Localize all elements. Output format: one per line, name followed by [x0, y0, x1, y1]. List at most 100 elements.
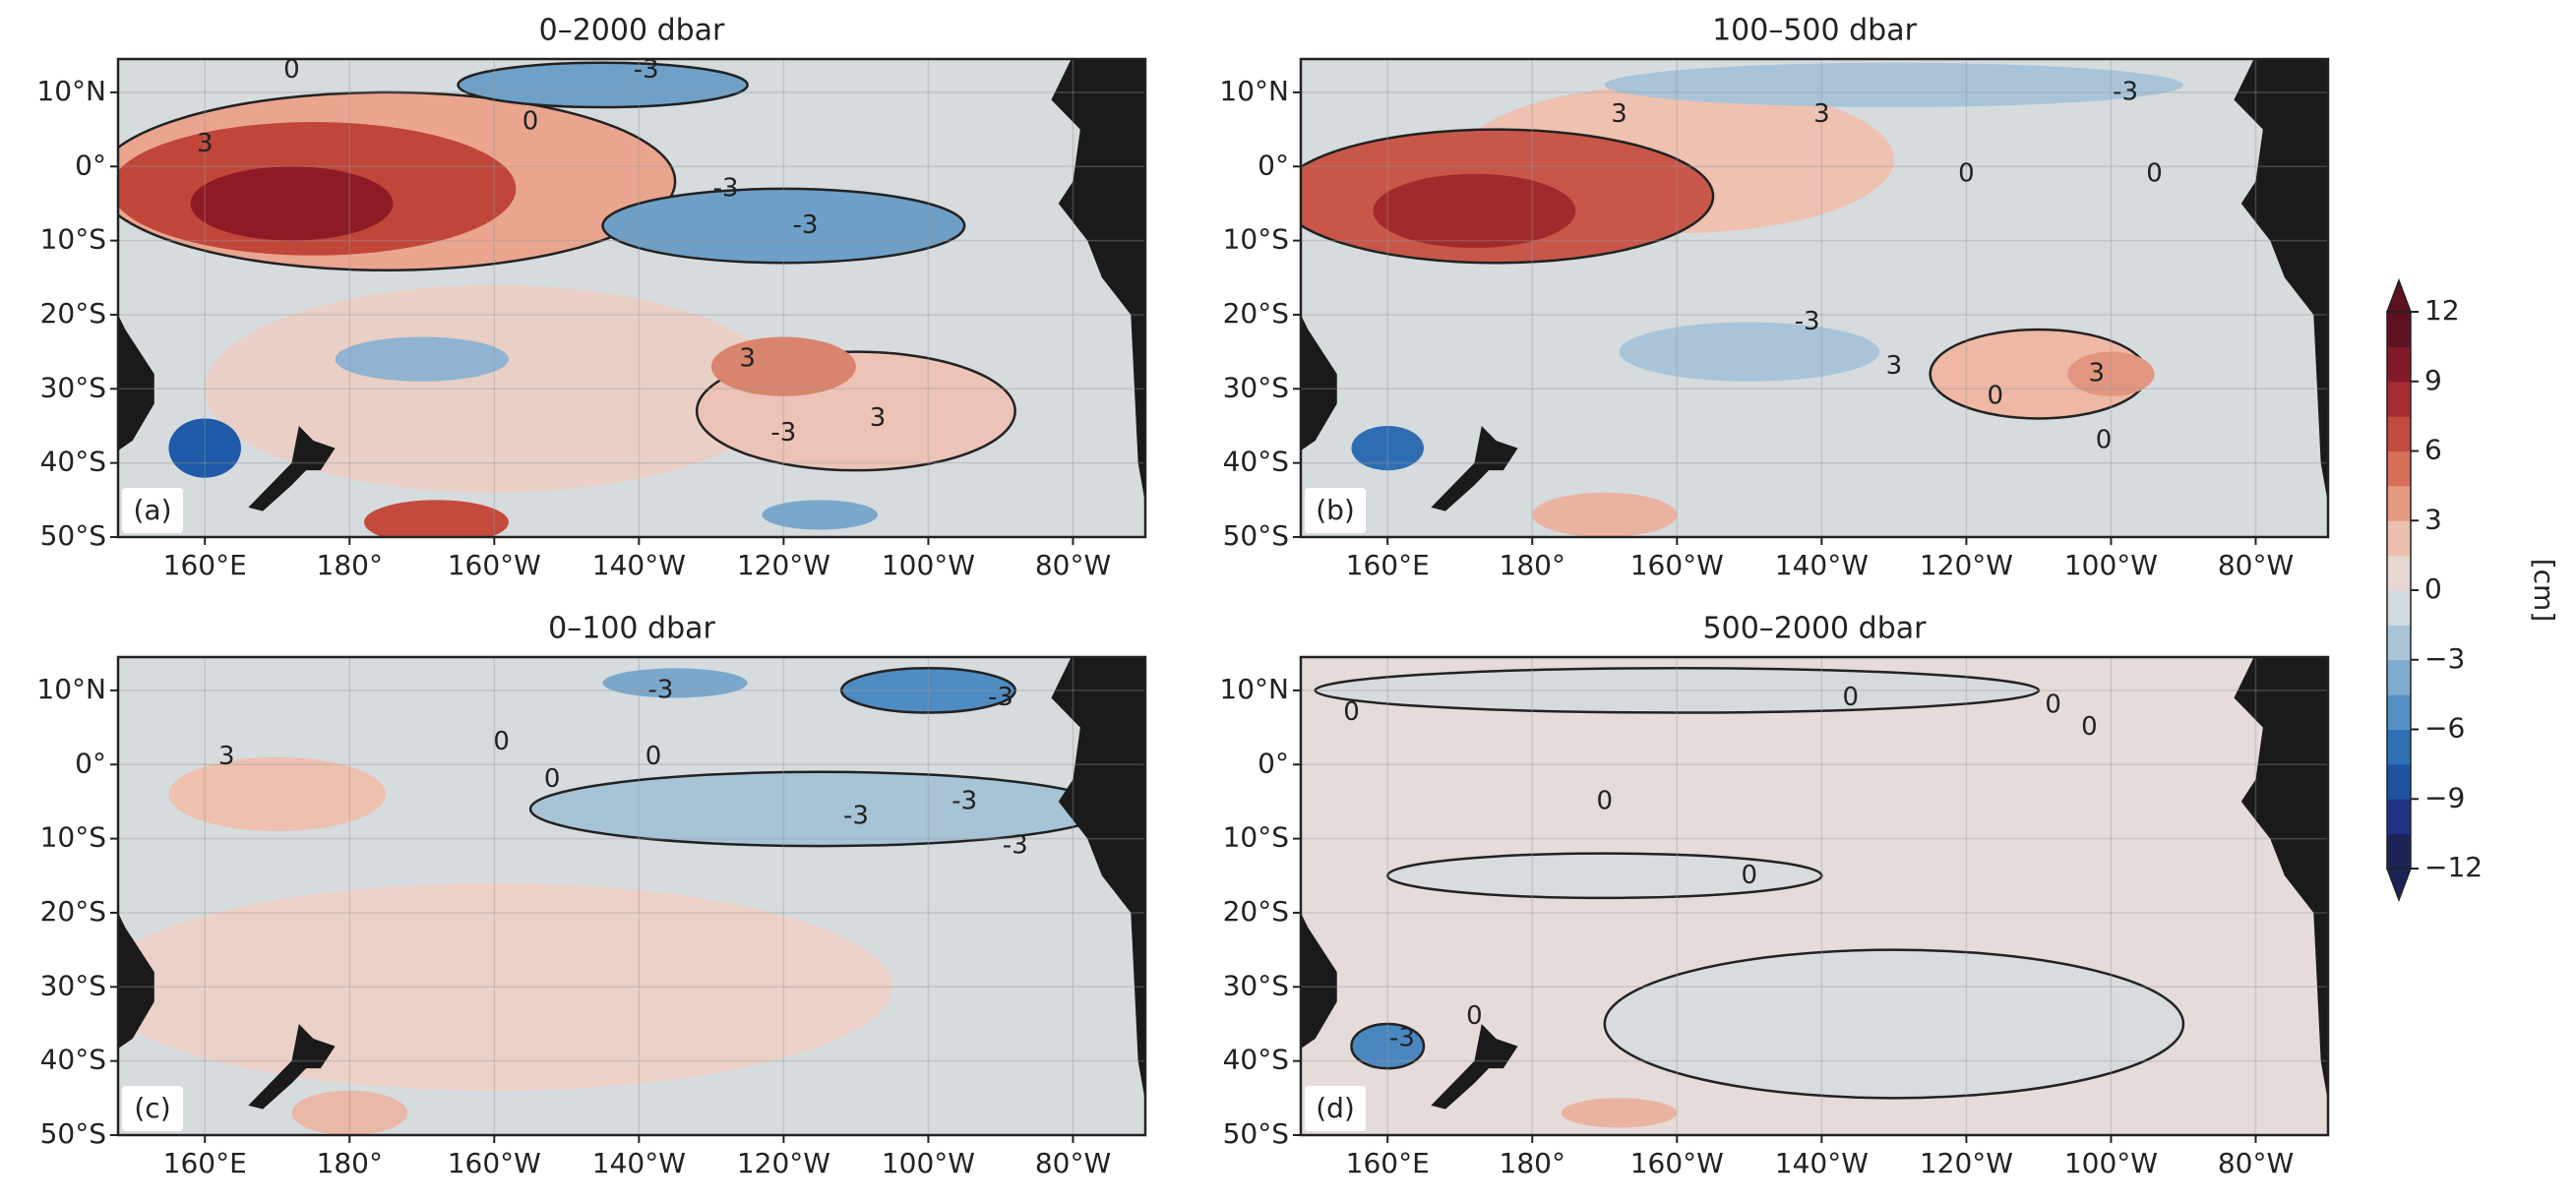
land: [118, 314, 154, 451]
x-tick-label: 120°W: [737, 549, 830, 581]
panel-title: 0–2000 dbar: [539, 14, 725, 48]
land: [1301, 912, 1337, 1050]
panel-title: 500–2000 dbar: [1703, 612, 1928, 646]
y-tick-label: 30°S: [40, 969, 106, 1001]
contour-label: 3: [1611, 99, 1627, 129]
y-tick-label: 0°: [75, 149, 106, 181]
contour-label: 3: [870, 403, 887, 433]
panel-label: (b): [1316, 494, 1355, 526]
y-tick-label: 0°: [1257, 747, 1289, 779]
x-tick-label: 80°W: [2218, 1147, 2294, 1179]
contour-label: 3: [197, 129, 214, 158]
contour-label: 3: [739, 344, 756, 374]
contour-label: 3: [2088, 359, 2105, 389]
map-panel: [1301, 657, 2328, 1135]
panel-title: 0–100 dbar: [548, 612, 715, 646]
panel-label-box: [122, 1086, 183, 1131]
field-anomaly: [291, 1090, 408, 1135]
field-anomaly: [457, 61, 749, 109]
colorbar-tick-label: 9: [2424, 364, 2442, 396]
land: [1051, 657, 1145, 1103]
field-anomaly: [1603, 948, 2185, 1100]
contour-label: 0: [2146, 158, 2163, 188]
x-tick-label: 140°W: [1775, 1147, 1869, 1179]
y-tick-label: 40°S: [40, 1044, 106, 1076]
contour-label: -3: [951, 786, 977, 815]
contour-label: 0: [283, 55, 300, 85]
colorbar-tick-label: 0: [2424, 572, 2442, 605]
x-tick-label: 100°W: [2064, 1147, 2158, 1179]
x-tick-label: 100°W: [882, 549, 975, 581]
map-panel: [1301, 59, 2328, 537]
x-tick-label: 100°W: [2064, 549, 2158, 581]
x-tick-label: 140°W: [1775, 549, 1869, 581]
panel-label: (a): [133, 494, 171, 526]
x-tick-label: 80°W: [2218, 549, 2294, 581]
colorbar-tick-label: −9: [2424, 781, 2465, 813]
panel-label-box: [1305, 488, 1366, 533]
land: [2234, 657, 2328, 1103]
colorbar-extend: [2385, 277, 2413, 313]
field-anomaly: [601, 187, 966, 265]
x-tick-label: 120°W: [1920, 1147, 2013, 1179]
x-tick-label: 100°W: [882, 1147, 975, 1179]
x-tick-label: 160°W: [1630, 549, 1724, 581]
panel-frame: [1299, 57, 2330, 539]
x-tick-label: 140°W: [592, 1147, 686, 1179]
y-tick-label: 0°: [1257, 149, 1289, 181]
contour-label: -3: [2113, 77, 2138, 106]
map-panel: [118, 657, 1145, 1135]
field-anomaly: [1314, 667, 2041, 714]
colorbar-segment: [2387, 694, 2411, 730]
contour-label: -3: [1389, 1024, 1415, 1053]
field-anomaly: [839, 667, 1016, 714]
land: [248, 1023, 336, 1110]
contour-label: 0: [1466, 1001, 1483, 1031]
contour-label: -3: [792, 210, 818, 240]
x-tick-label: 80°W: [1035, 549, 1111, 581]
colorbar-segment: [2387, 416, 2411, 451]
x-tick-label: 180°: [317, 549, 383, 581]
x-tick-label: 120°W: [737, 1147, 830, 1179]
colorbar-tick-label: 3: [2424, 503, 2442, 535]
colorbar-segment: [2387, 833, 2411, 870]
field-anomaly: [1385, 852, 1823, 900]
y-tick-label: 50°S: [40, 519, 106, 552]
contour-label: 0: [645, 742, 662, 771]
field-anomaly: [1604, 62, 2183, 107]
y-tick-label: 10°S: [1223, 223, 1289, 256]
panel-frame: [1299, 655, 2330, 1137]
land: [1301, 314, 1337, 451]
field-anomaly: [1619, 322, 1880, 382]
y-tick-label: 10°N: [36, 75, 106, 107]
y-tick-label: 10°S: [40, 821, 106, 854]
x-tick-label: 160°W: [1630, 1147, 1724, 1179]
panel-label-box: [1305, 1086, 1366, 1131]
colorbar-segment: [2387, 520, 2411, 557]
contour-label: -3: [1795, 307, 1820, 336]
contour-label: 0: [544, 764, 561, 794]
colorbar-segment: [2387, 555, 2411, 591]
y-tick-label: 40°S: [1223, 1044, 1289, 1076]
x-tick-label: 180°: [317, 1147, 383, 1179]
contour-label: 0: [1958, 158, 1975, 188]
x-tick-label: 160°E: [1346, 549, 1430, 581]
panel-frame: [116, 655, 1147, 1137]
field-anomaly: [1532, 492, 1678, 537]
field-anomaly: [762, 500, 878, 530]
x-tick-label: 180°: [1500, 1147, 1565, 1179]
land: [1051, 59, 1145, 505]
colorbar-tick-label: 12: [2424, 294, 2460, 327]
y-tick-label: 10°N: [1219, 673, 1289, 705]
field-anomaly: [205, 284, 784, 493]
contour-label: -3: [988, 683, 1013, 712]
contour-label: 0: [1988, 381, 2004, 410]
field-anomaly: [1350, 1022, 1426, 1070]
y-tick-label: 0°: [75, 747, 106, 779]
contour-label: 0: [2096, 426, 2113, 455]
y-tick-label: 20°S: [1223, 297, 1289, 330]
contour-label: 0: [1597, 786, 1614, 815]
y-tick-label: 10°S: [1223, 821, 1289, 854]
panel-title: 100–500 dbar: [1712, 14, 1918, 48]
